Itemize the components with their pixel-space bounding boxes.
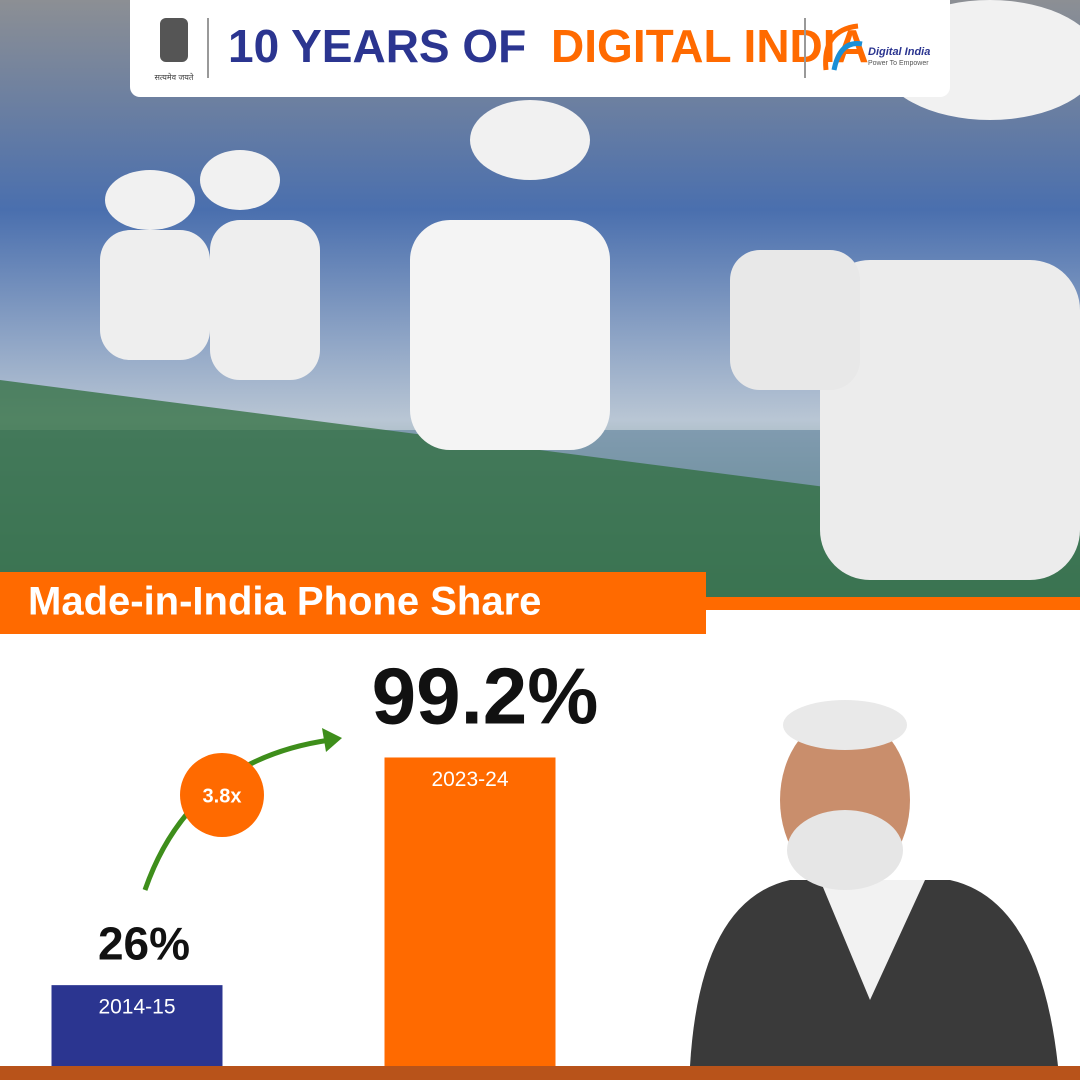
bar <box>51 985 223 1066</box>
multiplier-label: 3.8x <box>203 785 242 807</box>
value-label: 99.2% <box>372 652 599 741</box>
emblem-motto: सत्यमेव जयते <box>155 72 194 82</box>
leader-photo <box>690 700 1058 1066</box>
header: सत्यमेव जयते 10 YEARS OF DIGITAL INDIA D… <box>130 0 950 97</box>
multiplier-badge <box>180 753 264 837</box>
category-label: 2023-24 <box>431 768 508 791</box>
bar <box>384 757 556 1066</box>
logo-name: Digital India <box>868 46 930 58</box>
logo-mark <box>823 23 859 71</box>
factory-photo <box>0 0 1080 600</box>
title-part1: 10 YEARS OF <box>228 20 526 72</box>
header-title: 10 YEARS OF DIGITAL INDIA <box>228 20 869 72</box>
value-label: 26% <box>98 917 190 969</box>
arrow-head <box>322 728 342 752</box>
header-box <box>130 0 950 97</box>
title-part2: DIGITAL INDIA <box>551 20 869 72</box>
accent-line <box>700 597 1080 610</box>
emblem <box>160 18 188 62</box>
bottom-strip <box>0 1066 1080 1080</box>
chart-title: Made-in-India Phone Share <box>28 580 541 624</box>
logo-tagline: Power To Empower <box>868 60 929 67</box>
category-label: 2014-15 <box>98 996 175 1019</box>
title-band <box>0 572 706 634</box>
logo-mark <box>831 41 863 71</box>
